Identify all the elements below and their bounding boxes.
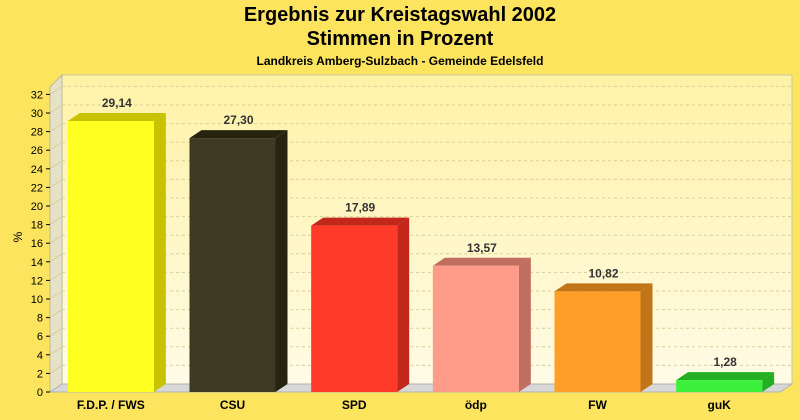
- x-tick-label: guK: [708, 398, 732, 412]
- gridline-side: [49, 290, 63, 300]
- gridline-side: [49, 271, 63, 281]
- bar-side: [762, 372, 775, 392]
- data-label: 29,14: [102, 96, 132, 110]
- gridline-side: [49, 123, 63, 133]
- y-tick-label: 2: [37, 368, 43, 380]
- y-tick-label: 12: [31, 275, 43, 287]
- gridline-side: [49, 141, 63, 151]
- bar-side: [640, 283, 653, 392]
- bar-side: [153, 112, 166, 393]
- bar-side: [275, 130, 288, 393]
- chart-title: Ergebnis zur Kreistagswahl 2002: [243, 4, 557, 26]
- plot-area: [61, 74, 793, 385]
- chart-subtitle: Landkreis Amberg-Sulzbach - Gemeinde Ede…: [256, 54, 544, 68]
- x-tick-label: ödp: [465, 398, 487, 412]
- gridline-side: [49, 104, 63, 114]
- x-tick-label: F.D.P. / FWS: [77, 398, 145, 412]
- y-axis-label: %: [11, 231, 25, 242]
- y-tick-label: 22: [31, 182, 43, 194]
- y-tick-label: 8: [37, 313, 43, 325]
- bar-side: [518, 257, 531, 392]
- bar-front: [67, 120, 154, 393]
- gridline-side: [49, 309, 63, 319]
- gridline-side: [49, 197, 63, 207]
- bar: [67, 112, 166, 393]
- gridline-side: [49, 160, 63, 170]
- data-label: 17,89: [345, 201, 375, 215]
- y-tick-label: 30: [31, 108, 43, 120]
- bar-front: [189, 138, 276, 392]
- y-tick-label: 14: [31, 257, 43, 269]
- y-tick-label: 0: [37, 387, 43, 399]
- gridline-side: [49, 178, 63, 188]
- y-tick-label: 18: [31, 220, 43, 232]
- bar-side: [397, 217, 410, 392]
- y-tick-label: 6: [37, 331, 43, 343]
- gridline-side: [49, 253, 63, 263]
- bar: [554, 283, 653, 392]
- bar: [432, 257, 531, 392]
- x-tick-label: SPD: [342, 398, 367, 412]
- data-label: 13,57: [467, 241, 497, 255]
- gridline-side: [49, 85, 63, 95]
- y-tick-label: 16: [31, 238, 43, 250]
- gridline-side: [49, 327, 63, 337]
- data-label: 27,30: [223, 113, 253, 127]
- plot-left-wall: [49, 73, 63, 393]
- y-tick-label: 26: [31, 145, 43, 157]
- bar: [676, 372, 775, 392]
- bar-top: [676, 372, 775, 381]
- gridline-side: [49, 364, 63, 374]
- bar-front: [311, 225, 398, 392]
- bar-top: [432, 257, 531, 266]
- y-tick-label: 32: [31, 89, 43, 101]
- y-tick-label: 4: [37, 350, 43, 362]
- bar-front: [432, 265, 519, 392]
- bar: [189, 130, 288, 393]
- chart-title-line2: Stimmen in Prozent: [306, 28, 494, 50]
- bar-top: [311, 217, 410, 226]
- y-tick-label: 10: [31, 294, 43, 306]
- bar-front: [554, 291, 641, 392]
- data-label: 10,82: [588, 266, 618, 280]
- data-label: 1,28: [713, 355, 737, 369]
- gridline-side: [49, 216, 63, 226]
- x-tick-label: CSU: [220, 398, 245, 412]
- bar: [311, 217, 410, 392]
- y-tick-label: 24: [31, 164, 43, 176]
- y-tick-label: 20: [31, 201, 43, 213]
- bar-top: [189, 130, 288, 139]
- bar-front: [676, 380, 763, 392]
- x-tick-label: FW: [588, 398, 607, 412]
- bar-top: [67, 112, 166, 121]
- gridline-side: [49, 346, 63, 356]
- gridline-side: [49, 234, 63, 244]
- bar-top: [554, 283, 653, 292]
- y-tick-label: 28: [31, 127, 43, 139]
